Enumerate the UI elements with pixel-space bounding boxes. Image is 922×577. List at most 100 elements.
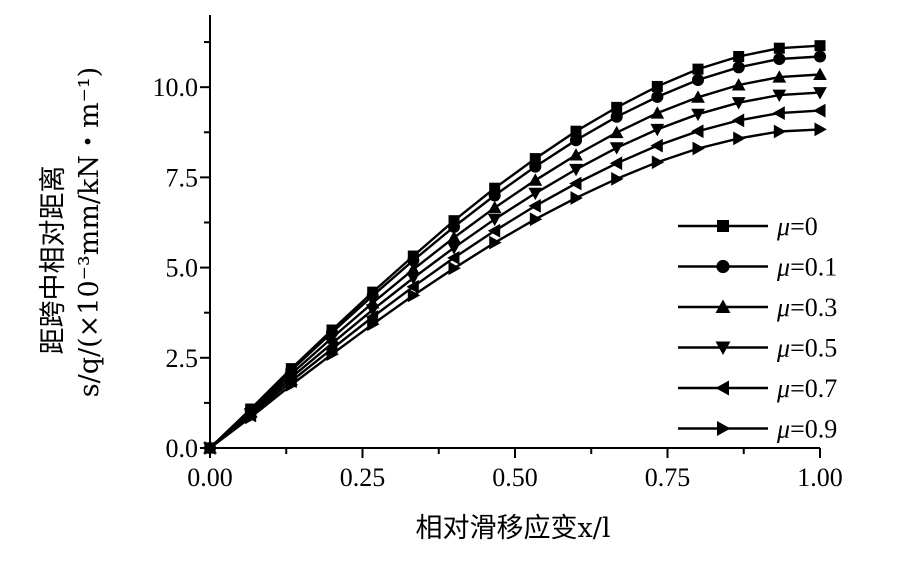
x-tick-label: 0.50 [492,463,538,492]
data-point [650,123,665,137]
series-line [209,109,821,449]
data-point [325,337,339,351]
series-1 [204,40,826,454]
data-point [692,141,705,156]
legend-entry: μ=0.7 [678,374,837,403]
legend-entry: μ=0.3 [678,293,837,322]
x-tick-label: 1.00 [797,463,843,492]
series-5 [203,103,826,455]
x-tick-label: 0.75 [645,463,691,492]
data-point [733,131,746,146]
legend-label: μ=0 [776,212,818,241]
data-point [651,80,663,92]
data-point [813,103,826,118]
data-point [285,377,299,392]
series-group [203,40,827,455]
data-point [448,261,461,276]
data-point [569,148,583,161]
data-point [487,200,502,214]
legend-label: μ=0.9 [776,415,837,444]
data-point [245,410,258,425]
data-point [732,61,745,74]
data-point [772,106,785,121]
data-point [447,220,461,233]
data-point [365,310,379,324]
data-point [650,106,665,119]
data-point [529,153,541,165]
legend-marker [717,220,729,232]
y-tick-label: 5.0 [166,254,199,283]
data-point [650,138,663,153]
series-line [209,91,821,449]
data-point [528,173,543,186]
legend-entry: μ=0 [678,212,818,241]
data-point [814,122,827,137]
data-point [611,101,623,113]
data-point [813,67,827,81]
data-point [814,40,826,52]
legend-marker [715,341,731,355]
series-6 [204,122,827,455]
data-point [528,199,541,213]
data-point [691,90,705,103]
data-point [204,441,217,455]
data-point [610,110,623,123]
data-point [529,160,542,173]
data-point [691,73,705,86]
data-point [365,304,380,317]
x-tick-label: 0.00 [187,463,233,492]
data-point [569,163,583,177]
data-point [448,215,460,227]
legend-label: μ=0.3 [776,293,837,322]
data-point [488,189,501,202]
data-point [529,212,543,227]
data-point [487,223,501,238]
y-axis-title-line1: 距跨中相对距离 [38,166,69,355]
data-point [447,230,461,244]
y-tick-label: 2.5 [166,344,199,373]
data-point [609,125,624,139]
data-point [813,87,827,100]
legend-label: μ=0.5 [776,334,837,363]
data-point [487,213,502,227]
data-point [406,272,421,285]
data-point [772,89,787,102]
data-point [447,242,461,255]
legend-label: μ=0.1 [776,253,837,282]
data-point [570,191,583,205]
data-point [489,182,501,194]
data-point [489,235,502,250]
data-point [611,171,624,186]
series-line [209,73,821,449]
y-tick-label: 7.5 [166,163,199,192]
data-point [569,176,582,191]
data-point [406,279,419,294]
data-point [569,134,583,147]
data-point [651,90,664,103]
data-point [528,187,543,201]
data-point [407,254,420,267]
legend-marker [717,421,731,436]
data-point [326,347,339,362]
data-point [570,125,582,137]
series-3 [203,67,827,454]
data-point [733,50,745,62]
series-line [209,55,821,449]
data-point [366,289,379,302]
data-point [731,113,745,128]
data-point [447,250,460,265]
x-tick-label: 0.25 [340,463,386,492]
y-tick-label: 10.0 [153,73,199,102]
legend-entry: μ=0.5 [678,334,837,363]
x-axis-title: 相对滑移应变x/l [416,513,611,544]
axes: 0.00 0.25 0.50 0.75 1.00 0.0 2.5 5.0 7.5 10.0 [153,15,843,492]
legend-label: μ=0.7 [776,374,837,403]
legend-marker [715,299,731,313]
data-point [772,70,787,83]
series-2 [203,50,827,455]
data-point [692,63,704,75]
legend-entry: μ=0.9 [678,415,837,444]
data-point [651,155,665,170]
series-line [209,128,821,449]
